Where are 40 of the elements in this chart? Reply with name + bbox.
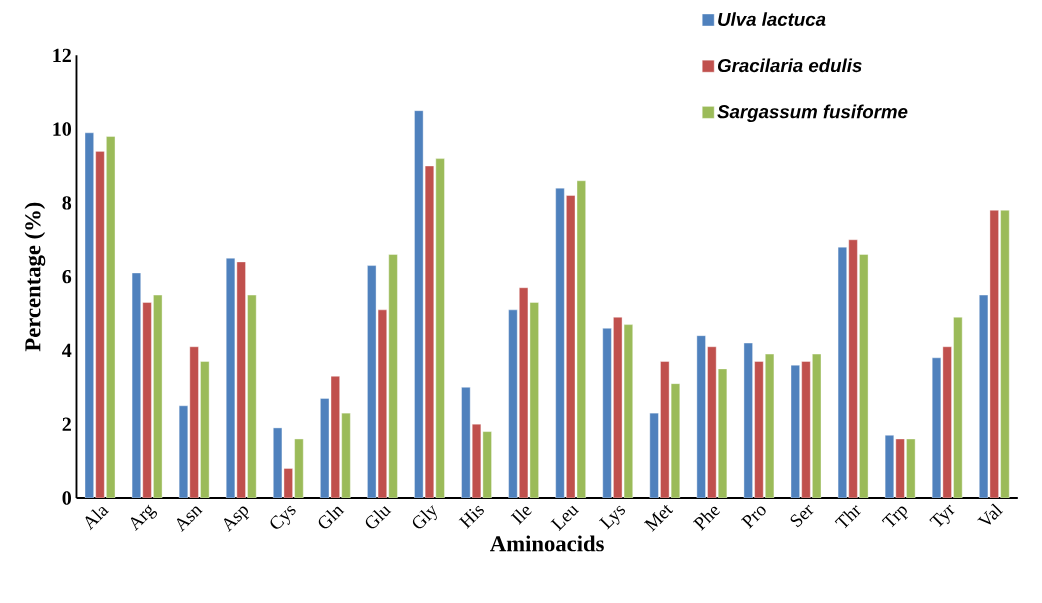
y-tick-label: 8 — [62, 196, 72, 210]
bar — [707, 346, 717, 498]
x-tick-label: Phe — [692, 506, 720, 531]
x-tick-label: Asn — [176, 506, 203, 532]
x-tick-label: Thr — [834, 505, 861, 529]
bar — [95, 151, 105, 498]
x-tick-label: Val — [977, 503, 1004, 525]
bar — [754, 361, 764, 498]
y-axis-title: Percentage (%) — [24, 202, 46, 352]
x-tick-label: Arg — [130, 504, 157, 532]
x-tick-label: Gln — [318, 506, 345, 529]
bar — [848, 239, 858, 498]
bar — [801, 361, 811, 498]
x-tick-label: Asp — [223, 506, 250, 532]
x-tick-label: His — [458, 505, 484, 529]
x-tick-label: Lys — [599, 505, 626, 530]
x-tick-label: Cys — [270, 505, 296, 529]
y-tick-label: 12 — [53, 48, 71, 62]
x-tick-label: Ile — [510, 506, 532, 525]
y-tick-label: 6 — [62, 269, 72, 284]
legend-label: Sargassum fusiforme — [717, 104, 908, 123]
x-tick-label: Glu — [365, 506, 392, 529]
x-tick-label: Ala — [85, 506, 109, 531]
y-tick-label: 2 — [62, 417, 71, 431]
bar — [142, 302, 152, 498]
x-tick-label: Trp — [881, 506, 909, 528]
x-tick-label: Gly — [412, 505, 437, 529]
y-tick-label: 10 — [53, 122, 72, 136]
x-tick-label: Met — [643, 505, 674, 532]
legend-label: Ulva lactuca — [718, 12, 826, 26]
x-tick-label: Leu — [550, 505, 580, 531]
x-tick-label: Pro — [740, 506, 766, 529]
y-tick-label: 4 — [62, 343, 72, 358]
bar — [189, 346, 199, 498]
x-tick-label: Ser — [790, 504, 814, 528]
x-tick-label: Tyr — [929, 504, 955, 527]
y-tick-label: 0 — [62, 491, 72, 505]
legend-label: Gracilaria edulis — [718, 58, 862, 73]
x-axis-title: Aminoacids — [490, 535, 604, 552]
bar — [84, 132, 94, 498]
